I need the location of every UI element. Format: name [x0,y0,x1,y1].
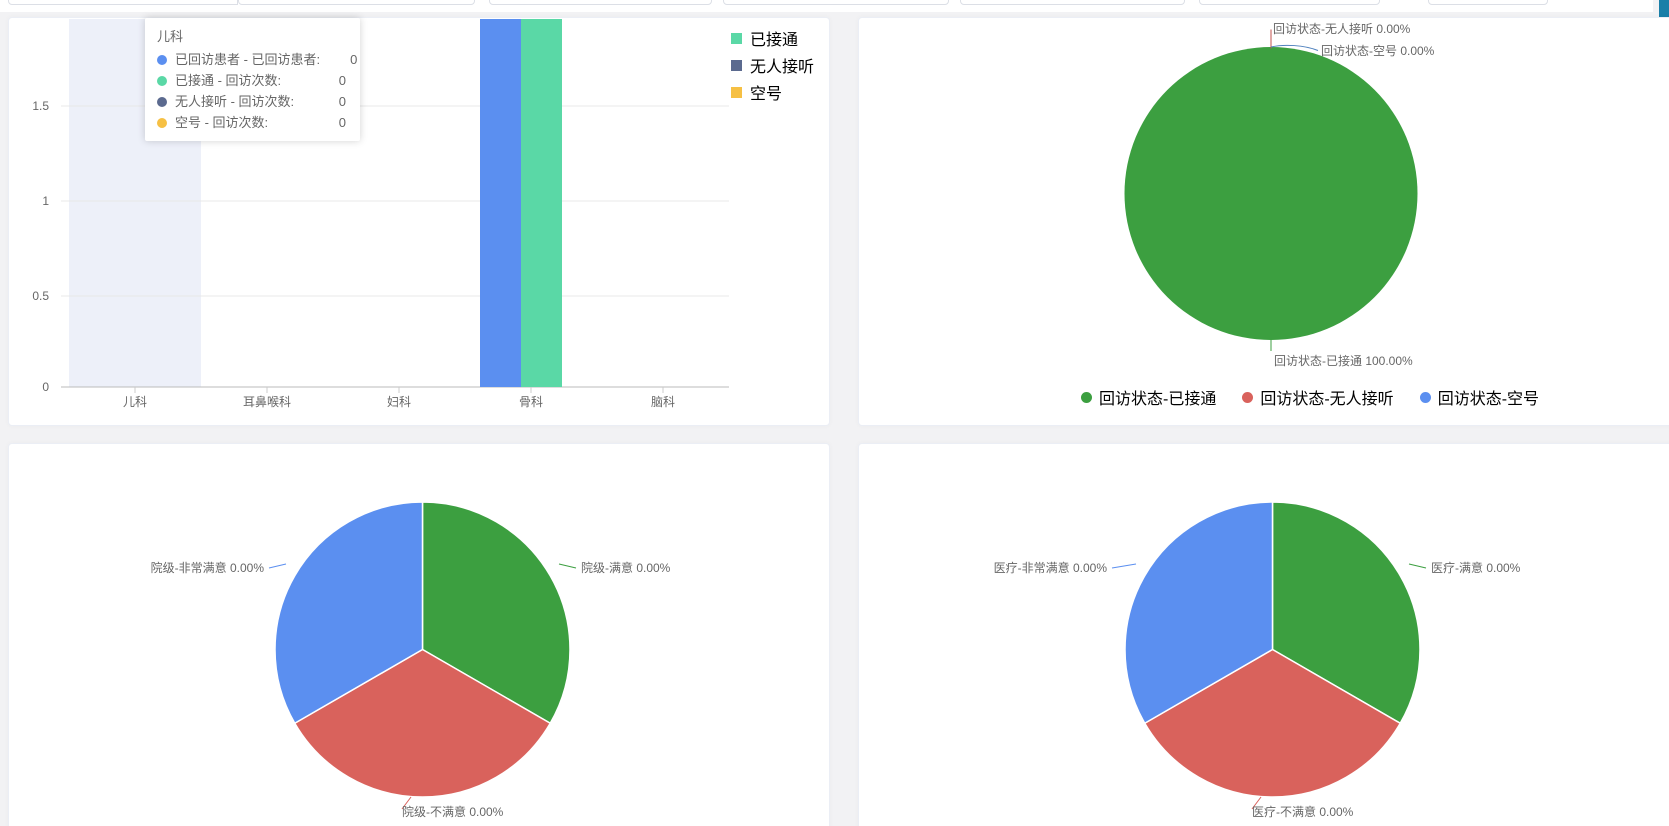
svg-text:骨科: 骨科 [519,395,543,409]
svg-text:脑科: 脑科 [651,395,675,409]
svg-text:儿科: 儿科 [123,395,147,409]
svg-text:0: 0 [42,380,49,394]
svg-text:妇科: 妇科 [387,395,411,409]
svg-text:院级-满意 0.00%: 院级-满意 0.00% [581,560,671,575]
svg-text:医疗-非常满意 0.00%: 医疗-非常满意 0.00% [994,560,1108,575]
svg-text:0.5: 0.5 [32,289,49,303]
svg-text:1.5: 1.5 [32,99,49,113]
svg-text:回访状态-无人接听 0.00%: 回访状态-无人接听 0.00% [1273,21,1411,36]
svg-text:院级-不满意 0.00%: 院级-不满意 0.00% [402,804,504,819]
svg-text:1: 1 [42,194,49,208]
svg-text:医疗-满意 0.00%: 医疗-满意 0.00% [1431,560,1521,575]
svg-text:回访状态-已接通 100.00%: 回访状态-已接通 100.00% [1274,353,1413,368]
svg-text:医疗-不满意 0.00%: 医疗-不满意 0.00% [1252,804,1354,819]
svg-text:耳鼻喉科: 耳鼻喉科 [243,394,291,409]
svg-text:回访状态-空号 0.00%: 回访状态-空号 0.00% [1321,44,1435,58]
svg-text:院级-非常满意 0.00%: 院级-非常满意 0.00% [151,560,265,575]
